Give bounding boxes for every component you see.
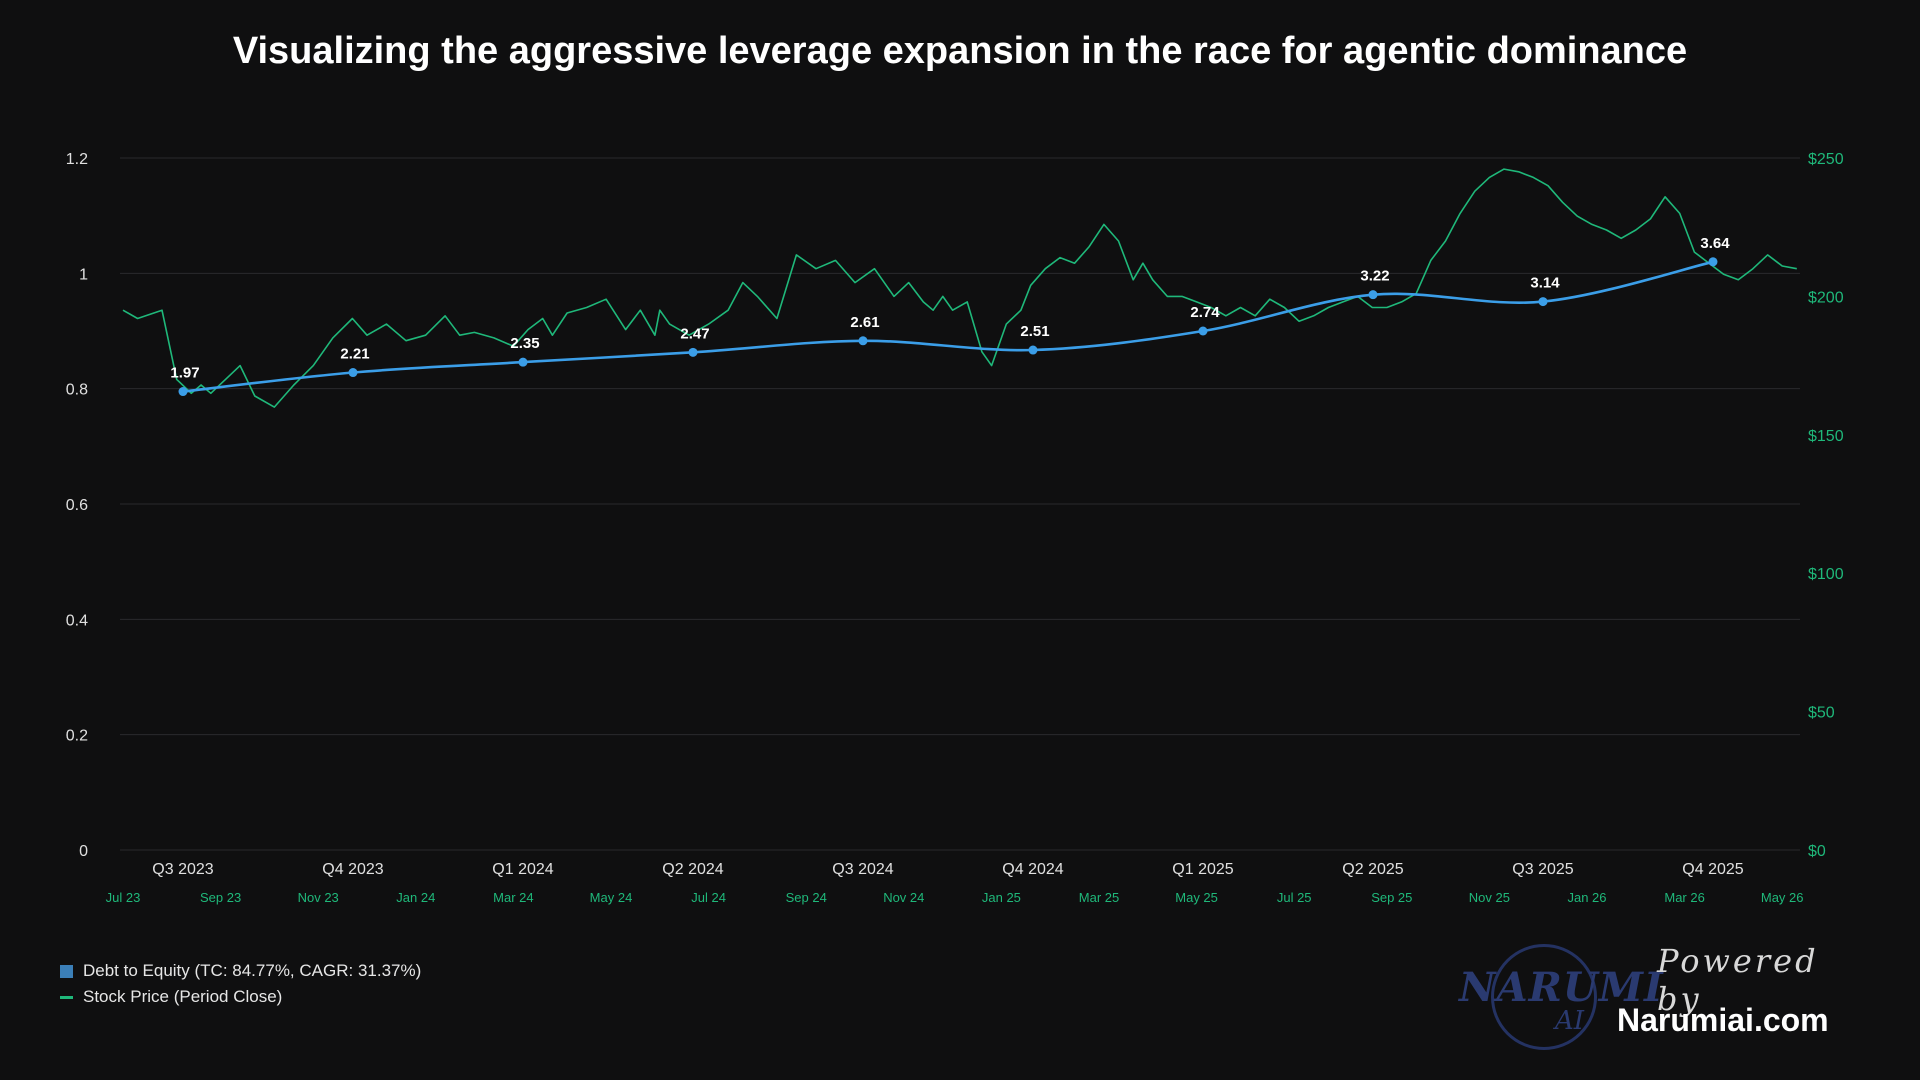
month-tick-label: Sep 23	[200, 890, 241, 905]
chart-title: Visualizing the aggressive leverage expa…	[232, 30, 1688, 72]
right-axis-tick: $200	[1808, 289, 1844, 306]
month-tick-label: May 24	[590, 890, 633, 905]
right-axis-tick: $0	[1808, 843, 1826, 860]
debt-to-equity-point[interactable]	[688, 347, 698, 357]
month-tick-label: Sep 25	[1371, 890, 1412, 905]
debt-to-equity-data-label: 2.61	[850, 314, 879, 331]
month-tick-label: Jan 24	[396, 890, 435, 905]
debt-to-equity-point[interactable]	[1368, 290, 1378, 300]
debt-to-equity-data-label: 3.14	[1530, 275, 1560, 292]
powered-by-text: Powered by	[1657, 942, 1819, 1018]
debt-to-equity-data-label: 2.47	[680, 325, 709, 342]
quarter-tick-label: Q4 2025	[1682, 861, 1743, 878]
month-tick-label: May 26	[1761, 890, 1804, 905]
quarter-tick-label: Q1 2025	[1172, 861, 1233, 878]
debt-to-equity-point[interactable]	[518, 357, 528, 367]
month-tick-label: Jan 25	[982, 890, 1021, 905]
quarter-tick-label: Q2 2025	[1342, 861, 1403, 878]
month-tick-label: Sep 24	[786, 890, 827, 905]
debt-to-equity-point[interactable]	[348, 368, 358, 378]
right-axis-tick: $50	[1808, 705, 1835, 722]
legend: Debt to Equity (TC: 84.77%, CAGR: 31.37%…	[60, 958, 421, 1010]
stock-price-series	[122, 168, 1797, 408]
debt-to-equity-point[interactable]	[1538, 297, 1548, 307]
debt-to-equity-data-label: 2.51	[1020, 323, 1049, 340]
legend-swatch-stock-price	[60, 995, 73, 999]
debt-to-equity-data-label: 3.64	[1700, 235, 1730, 252]
axes: 0 0.2 0.4 0.6 0.8 1 1.2 $0 $50 $100 $150 $200 $250 Q3…	[66, 151, 1844, 905]
debt-to-equity-data-label: 2.21	[340, 346, 369, 363]
legend-swatch-debt-to-equity	[60, 964, 73, 978]
logo-text: NARUMI	[1459, 964, 1664, 1011]
month-tick-label: May 25	[1175, 890, 1218, 905]
debt-to-equity-point[interactable]	[178, 387, 188, 397]
month-tick-label: Nov 25	[1469, 890, 1510, 905]
debt-to-equity-point[interactable]	[1198, 326, 1208, 336]
left-axis-tick: 0	[79, 843, 88, 860]
quarter-tick-label: Q4 2024	[1002, 861, 1063, 878]
grid-lines	[120, 157, 1800, 851]
left-axis-tick: 1	[79, 266, 88, 283]
left-axis-tick: 0.8	[66, 382, 88, 399]
narumi-logo: NARUMI AI	[1455, 940, 1663, 1050]
quarter-tick-label: Q4 2023	[322, 861, 383, 878]
quarter-tick-label: Q3 2023	[152, 861, 213, 878]
month-tick-label: Nov 24	[883, 890, 924, 905]
debt-to-equity-point[interactable]	[1028, 345, 1038, 355]
left-axis-tick: 0.6	[66, 497, 88, 514]
right-axis-tick: $100	[1808, 566, 1844, 583]
debt-to-equity-line	[182, 260, 1714, 393]
month-tick-label: Jul 24	[691, 890, 726, 905]
debt-to-equity-data-label: 2.74	[1190, 304, 1220, 321]
left-axis-tick: 1.2	[66, 151, 88, 168]
debt-to-equity-point[interactable]	[1708, 257, 1718, 267]
quarter-tick-label: Q2 2024	[662, 861, 723, 878]
month-tick-label: Jan 26	[1567, 890, 1606, 905]
stock-price-line	[122, 168, 1797, 408]
month-tick-label: Mar 24	[493, 890, 533, 905]
debt-to-equity-point[interactable]	[858, 336, 868, 346]
quarter-tick-label: Q3 2024	[832, 861, 893, 878]
legend-label-stock-price: Stock Price (Period Close)	[83, 987, 283, 1006]
logo-subtext: AI	[1555, 1006, 1585, 1036]
month-tick-label: Jul 25	[1277, 890, 1312, 905]
debt-to-equity-series: 1.97 2.21 2.35 2.47 2.61 2.51 2.74 3.22 3.14 3.64	[170, 235, 1730, 397]
right-axis-tick: $150	[1808, 428, 1844, 445]
quarter-tick-label: Q3 2025	[1512, 861, 1573, 878]
legend-item-stock-price[interactable]: Stock Price (Period Close)	[60, 984, 421, 1010]
right-axis-tick: $250	[1808, 151, 1844, 168]
legend-item-debt-to-equity[interactable]: Debt to Equity (TC: 84.77%, CAGR: 31.37%…	[60, 958, 421, 984]
debt-to-equity-data-label: 3.22	[1360, 268, 1389, 285]
branding: NARUMI AI Powered by Narumiai.com	[1455, 940, 1865, 1050]
debt-to-equity-data-label: 2.35	[510, 335, 539, 352]
month-tick-label: Mar 26	[1664, 890, 1704, 905]
left-axis-tick: 0.4	[66, 612, 88, 629]
quarter-tick-label: Q1 2024	[492, 861, 553, 878]
legend-label-debt-to-equity: Debt to Equity (TC: 84.77%, CAGR: 31.37%…	[83, 961, 422, 980]
left-axis-tick: 0.2	[66, 728, 88, 745]
month-tick-label: Mar 25	[1079, 890, 1119, 905]
month-tick-label: Jul 23	[106, 890, 141, 905]
debt-to-equity-data-label: 1.97	[170, 365, 199, 382]
logo-ring-icon	[1491, 944, 1597, 1050]
month-tick-label: Nov 23	[298, 890, 339, 905]
site-name[interactable]: Narumiai.com	[1617, 1002, 1829, 1038]
